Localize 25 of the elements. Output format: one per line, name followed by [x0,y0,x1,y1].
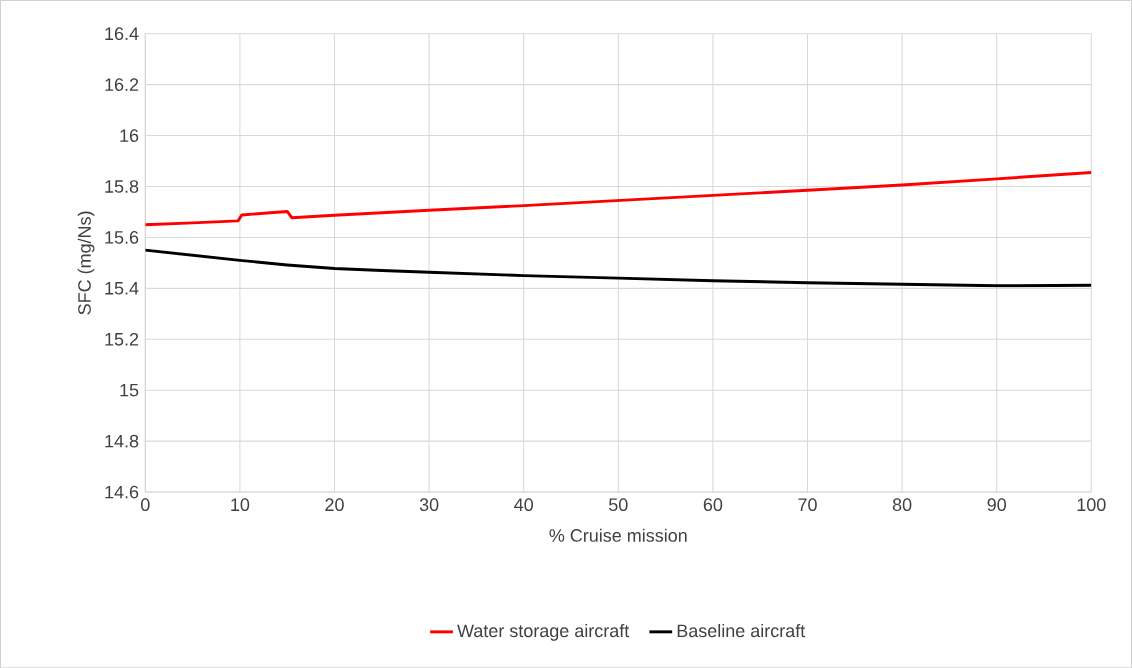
x-tick-label: 60 [703,498,723,511]
x-tick-label: 30 [419,498,439,511]
x-tick-label: 40 [514,498,533,511]
x-tick-label: 70 [798,498,817,511]
legend-label: Baseline aircraft [677,623,806,638]
x-tick-label: 50 [609,498,628,511]
y-axis-title: SFC (mg/Ns) [77,211,95,315]
x-tick-label: 20 [325,498,344,511]
y-tick-label: 15 [120,383,139,397]
y-tick-label: 14.6 [105,485,139,499]
y-tick-label: 15.8 [105,179,139,193]
y-tick-label: 15.4 [105,281,139,295]
y-tick-label: 15.6 [105,230,139,244]
x-axis-title: % Cruise mission [549,528,687,542]
y-tick-label: 15.2 [105,332,139,346]
x-tick-label: 10 [231,498,250,511]
y-tick-label: 16 [120,129,139,142]
x-tick-label: 0 [141,498,150,511]
legend-label: Water storage aircraft [457,623,630,641]
y-tick-label: 14.8 [105,434,139,448]
y-tick-label: 16.2 [105,78,139,91]
x-tick-label: 90 [987,498,1006,511]
x-tick-label: 80 [892,498,912,511]
x-tick-label: 100 [1077,498,1106,511]
y-tick-label: 16.4 [105,27,139,40]
